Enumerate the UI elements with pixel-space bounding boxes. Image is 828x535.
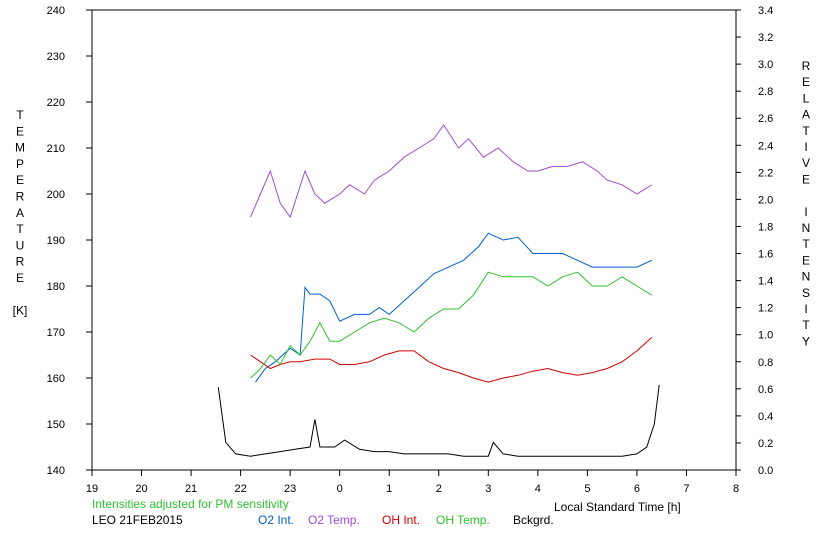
y-right-tick-label: 2.0 xyxy=(758,194,773,206)
y-right-tick-label: 1.0 xyxy=(758,330,773,342)
series-line-oh-temp xyxy=(250,271,653,379)
x-tick-label: 19 xyxy=(86,483,98,495)
y-left-tick-label: 220 xyxy=(47,97,65,109)
y-right-tick-label: 1.8 xyxy=(758,221,773,233)
y-right-tick-label: 3.0 xyxy=(758,59,773,71)
y-right-label-letter: I xyxy=(804,205,807,219)
series-line-o2-int xyxy=(255,232,653,383)
station-date: LEO 21FEB2015 xyxy=(92,513,183,527)
x-tick-label: 22 xyxy=(234,483,246,495)
y-axis-right-ticks: 0.0 0.2 0.4 0.6 0.8 1.0 1.2 1.4 1.6 1.8 2.0 2.2 2.4 2… xyxy=(736,5,773,477)
y-left-tick-label: 170 xyxy=(47,327,65,339)
x-tick-label: 20 xyxy=(135,483,147,495)
y-left-label-letter: E xyxy=(16,124,24,138)
plot-frame xyxy=(91,9,737,471)
y-left-tick-label: 230 xyxy=(47,51,65,63)
y-right-tick-label: 2.6 xyxy=(758,113,773,125)
y-right-tick-label: 1.4 xyxy=(758,276,773,288)
y-right-label-letter: T xyxy=(802,237,810,251)
series-layer xyxy=(217,124,660,457)
y-left-label-letter: T xyxy=(16,222,24,236)
y-left-tick-label: 150 xyxy=(47,419,65,431)
series-line-bckgrd xyxy=(217,384,660,457)
legend-oh-temp: OH Temp. xyxy=(436,513,490,527)
legend-o2-int: O2 Int. xyxy=(258,513,294,527)
y-right-label-letter: A xyxy=(802,108,810,122)
y-left-label-letter: R xyxy=(16,255,25,269)
y-right-label-letter: E xyxy=(802,172,810,186)
y-left-tick-label: 200 xyxy=(47,189,65,201)
legend-bckgrd: Bckgrd. xyxy=(513,513,554,527)
legend-oh-int: OH Int. xyxy=(382,513,420,527)
x-tick-label: 5 xyxy=(584,483,590,495)
y-right-label-letter: N xyxy=(802,270,811,284)
y-right-tick-label: 0.8 xyxy=(758,357,773,369)
y-right-tick-label: 3.2 xyxy=(758,32,773,44)
x-tick-label: 8 xyxy=(733,483,739,495)
y-right-label-letter: R xyxy=(802,59,811,73)
x-tick-label: 2 xyxy=(436,483,442,495)
y-axis-left-ticks: 140 150 160 170 180 190 200 210 220 230 240 xyxy=(47,5,92,477)
y-left-tick-label: 190 xyxy=(47,235,65,247)
y-right-label-letter: Y xyxy=(802,334,810,348)
y-right-label-letter: E xyxy=(802,75,810,89)
y-left-tick-label: 210 xyxy=(47,143,65,155)
y-right-tick-label: 1.6 xyxy=(758,249,773,261)
y-left-tick-label: 140 xyxy=(47,465,65,477)
x-tick-label: 7 xyxy=(683,483,689,495)
y-left-tick-label: 240 xyxy=(47,5,65,17)
x-tick-label: 3 xyxy=(485,483,491,495)
y-right-tick-label: 0.0 xyxy=(758,465,773,477)
y-left-label-letter: [K] xyxy=(13,304,28,318)
y-right-tick-label: 1.2 xyxy=(758,303,773,315)
y-left-label-letter: E xyxy=(16,173,24,187)
y-right-tick-label: 2.2 xyxy=(758,167,773,179)
y-left-tick-label: 180 xyxy=(47,281,65,293)
x-tick-label: 21 xyxy=(185,483,197,495)
series-line-o2-temp xyxy=(250,124,653,219)
y-right-tick-label: 0.2 xyxy=(758,438,773,450)
y-right-label-letter: L xyxy=(803,91,810,105)
y-left-tick-label: 160 xyxy=(47,373,65,385)
y-right-tick-label: 0.4 xyxy=(758,411,773,423)
y-right-tick-label: 2.8 xyxy=(758,86,773,98)
y-right-tick-label: 0.6 xyxy=(758,384,773,396)
y-right-label-letter: T xyxy=(802,124,810,138)
y-left-label-letter: E xyxy=(16,271,24,285)
x-tick-label: 4 xyxy=(535,483,541,495)
x-axis-ticks: 19 20 21 22 23 0 1 2 3 4 5 6 7 8 xyxy=(86,470,739,495)
y-right-tick-label: 3.4 xyxy=(758,5,773,17)
y-left-label-letter: M xyxy=(15,141,25,155)
y-left-label-letter: P xyxy=(16,157,24,171)
x-tick-label: 6 xyxy=(634,483,640,495)
x-axis-label: Local Standard Time [h] xyxy=(554,500,681,514)
y-right-label-letter: I xyxy=(804,302,807,316)
y-left-label-letter: R xyxy=(16,190,25,204)
y-right-label-letter: N xyxy=(802,221,811,235)
x-tick-label: 23 xyxy=(284,483,296,495)
legend: O2 Int. O2 Temp. OH Int. OH Temp. Bckgrd… xyxy=(258,513,554,527)
sensitivity-note: Intensities adjusted for PM sensitivity xyxy=(92,497,289,511)
y-right-label-letter: S xyxy=(802,286,810,300)
y-right-label-letter: T xyxy=(802,318,810,332)
y-right-tick-label: 2.4 xyxy=(758,140,773,152)
y-left-label-letter: U xyxy=(16,238,25,252)
y-left-label-letter: A xyxy=(16,206,24,220)
y-right-label-letter: V xyxy=(802,156,810,170)
x-tick-label: 1 xyxy=(386,483,392,495)
x-tick-label: 0 xyxy=(337,483,343,495)
y-right-label-letter: I xyxy=(804,140,807,154)
legend-o2-temp: O2 Temp. xyxy=(308,513,360,527)
y-left-label-letter: T xyxy=(16,108,24,122)
y-right-label-letter: E xyxy=(802,253,810,267)
series-line-oh-int xyxy=(250,337,653,383)
